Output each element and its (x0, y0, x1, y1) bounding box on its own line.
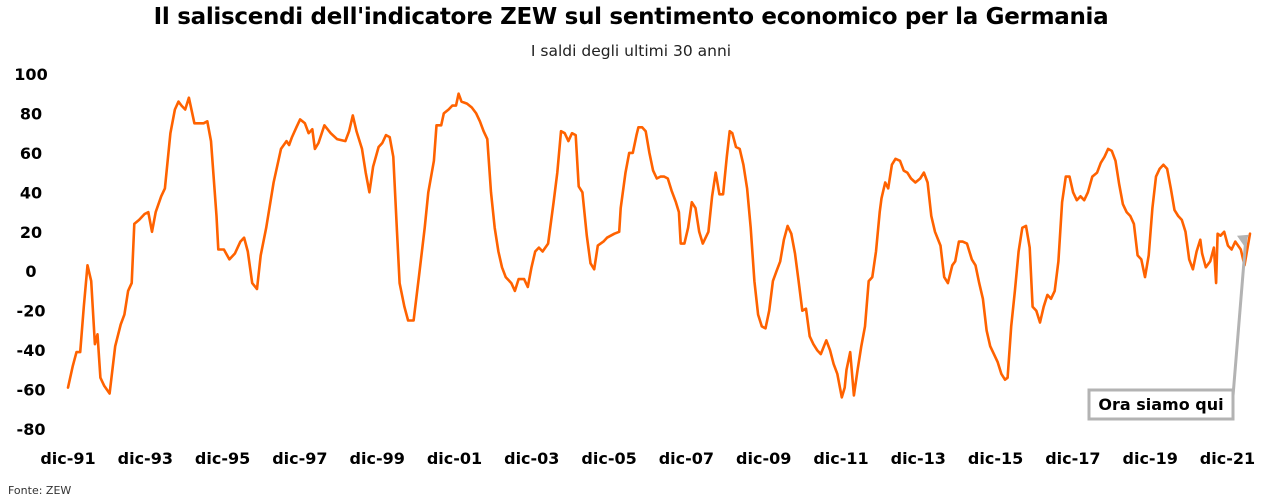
x-tick-label: dic-11 (813, 449, 868, 468)
x-tick-label: dic-97 (272, 449, 327, 468)
y-tick-label: 100 (14, 65, 47, 84)
x-tick-label: dic-09 (736, 449, 791, 468)
x-tick-label: dic-13 (891, 449, 946, 468)
chart-subtitle: I saldi degli ultimi 30 anni (530, 42, 732, 60)
x-tick-label: dic-01 (427, 449, 482, 468)
x-tick-label: dic-17 (1045, 449, 1100, 468)
callout-label: Ora siamo qui (1098, 395, 1223, 414)
x-tick-label: dic-21 (1200, 449, 1255, 468)
source-note: Fonte: ZEW (8, 484, 72, 497)
callout-arrowhead (1237, 234, 1249, 246)
y-axis-ticks: 100 80 60 40 20 0 -20 -40 -60 -80 (14, 65, 47, 439)
callout-arrow (1231, 236, 1248, 397)
x-tick-label: dic-99 (350, 449, 405, 468)
y-tick-label: 80 (20, 104, 42, 123)
callout-box (1087, 388, 1235, 421)
x-tick-label: dic-95 (195, 449, 250, 468)
chart-title: Il saliscendi dell'indicatore ZEW sul se… (153, 4, 1109, 30)
y-tick-label: 20 (20, 223, 42, 242)
x-tick-label: dic-15 (968, 449, 1023, 468)
y-tick-label: 60 (20, 144, 42, 163)
series-line (66, 92, 1252, 399)
callout-annotation: Ora siamo qui (1087, 234, 1249, 421)
y-tick-label: 40 (20, 183, 42, 202)
x-tick-label: dic-91 (40, 449, 95, 468)
x-axis-ticks: dic-91 dic-93 dic-95 dic-97 dic-99 dic-01 dic-… (40, 449, 1255, 468)
x-tick-label: dic-03 (504, 449, 559, 468)
x-tick-label: dic-93 (118, 449, 173, 468)
y-tick-label: 0 (25, 262, 36, 281)
x-tick-label: dic-05 (581, 449, 636, 468)
y-tick-label: -40 (17, 341, 46, 360)
x-tick-label: dic-07 (659, 449, 714, 468)
y-tick-label: -60 (17, 381, 46, 400)
y-tick-label: -20 (17, 302, 46, 321)
x-tick-label: dic-19 (1123, 449, 1178, 468)
y-tick-label: -80 (17, 420, 46, 439)
series-group (66, 92, 1252, 399)
